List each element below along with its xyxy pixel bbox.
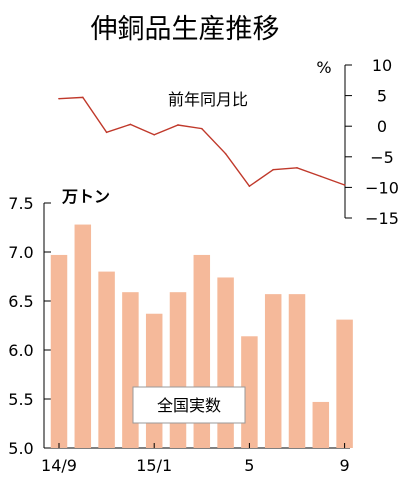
line-y-tick-label: 10	[372, 56, 392, 75]
bar	[288, 294, 306, 448]
line-y-tick-label: −10	[365, 178, 399, 197]
bar-y-tick-label: 6.5	[8, 292, 33, 311]
line-y-tick-label: −15	[365, 209, 399, 228]
line-y-tick-label: 0	[377, 117, 387, 136]
bar-series-label: 全国実数	[157, 396, 221, 415]
line-unit-label: %	[316, 58, 331, 77]
bar	[264, 294, 282, 448]
line-point	[224, 152, 227, 155]
bar	[145, 313, 163, 448]
line-y-tick-label: −5	[370, 148, 394, 167]
bar	[50, 254, 68, 448]
bar	[336, 319, 353, 448]
line-point	[105, 131, 108, 134]
line-series-label: 前年同月比	[168, 90, 248, 109]
line-point	[129, 123, 132, 126]
line-point	[201, 127, 203, 130]
line-point	[320, 175, 322, 178]
bar-y-ticks: 7.5 7.0 6.5 6.0 5.5 5.0	[8, 194, 51, 458]
line-point	[343, 184, 346, 186]
line-point	[58, 97, 60, 100]
bar	[122, 292, 139, 448]
line-point	[177, 124, 179, 126]
line-point	[153, 133, 155, 136]
bar	[98, 271, 115, 448]
line-point	[296, 167, 298, 169]
bar-y-tick-label: 6.0	[8, 341, 33, 360]
chart-title: 伸銅品生産推移	[91, 14, 280, 45]
bar	[169, 292, 187, 448]
bar-y-tick-label: 7.0	[8, 243, 33, 262]
bar-y-tick-label: 5.5	[8, 390, 33, 409]
x-tick-label: 9	[340, 456, 350, 475]
x-tick-label: 15/1	[136, 456, 172, 475]
bar	[312, 401, 330, 448]
line-point	[82, 96, 84, 99]
bar-legend-box	[132, 386, 246, 424]
line-point	[272, 168, 275, 171]
bar-y-tick-label: 5.0	[8, 439, 33, 458]
bar-y-tick-label: 7.5	[8, 194, 33, 213]
bar	[74, 224, 92, 448]
line-point	[248, 185, 251, 187]
line-path	[58, 96, 345, 188]
line-y-tick-label: 5	[377, 87, 387, 106]
bar-unit-label: 万トン	[61, 187, 110, 206]
x-tick-label: 5	[244, 456, 254, 475]
x-tick-label: 14/9	[41, 456, 77, 475]
x-tick-labels: 14/9 15/1 5 9	[41, 443, 350, 475]
line-series	[58, 96, 346, 188]
line-y-ticks: 10 5 0 −5 −10 −15	[345, 56, 399, 228]
